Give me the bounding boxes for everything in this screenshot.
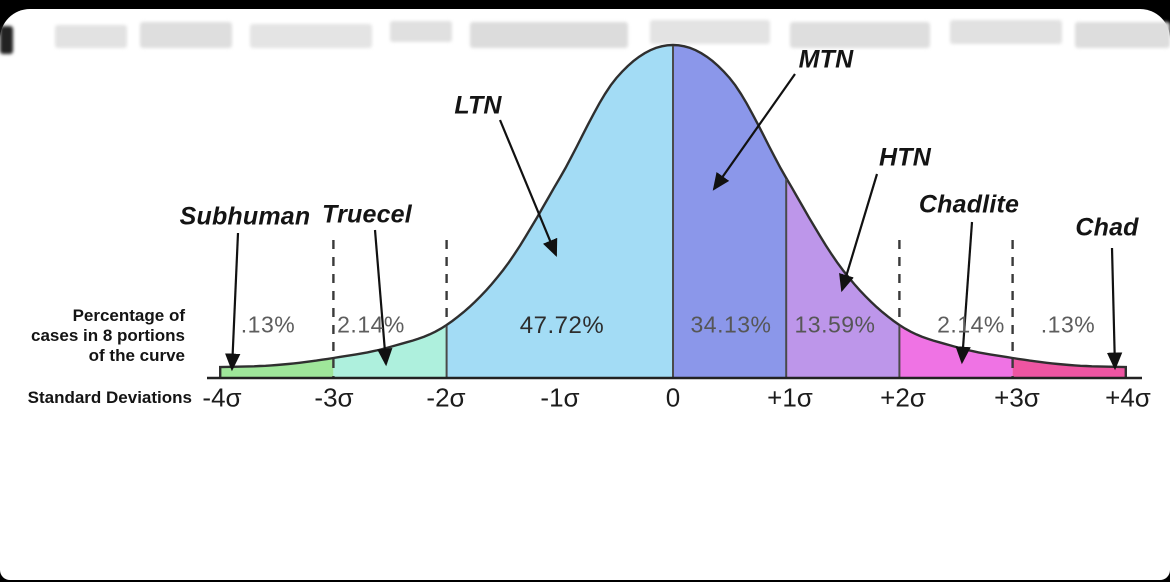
percent-label: 13.59% [794, 312, 875, 339]
percent-label: .13% [241, 312, 295, 339]
percent-label: 47.72% [520, 312, 604, 340]
percent-label: 2.14% [337, 312, 405, 339]
annotation-arrow [375, 230, 386, 364]
x-tick: +3σ [994, 383, 1040, 414]
annotation-arrow [842, 174, 877, 290]
annotation-arrow [962, 222, 972, 362]
annotation-arrow [232, 233, 238, 369]
axis-caption: Standard Deviations [25, 388, 192, 408]
annotation-htn: HTN [879, 144, 931, 173]
x-tick: -3σ [314, 383, 353, 414]
annotation-mtn: MTN [799, 46, 854, 75]
x-tick: +4σ [1105, 383, 1151, 414]
annotation-arrow [1112, 248, 1115, 368]
rows-caption: Percentage of cases in 8 portions of the… [22, 306, 185, 366]
x-tick: +2σ [880, 383, 926, 414]
x-tick: -4σ [202, 383, 241, 414]
x-tick: -2σ [426, 383, 465, 414]
percent-label: .13% [1041, 312, 1095, 339]
x-tick: 0 [666, 383, 680, 414]
annotation-truecel: Truecel [322, 201, 412, 230]
bell-curve-chart: Subhuman Truecel LTN MTN HTN Chadlite Ch… [0, 0, 1170, 582]
annotation-ltn: LTN [454, 92, 501, 121]
x-tick: +1σ [767, 383, 813, 414]
x-tick: -1σ [540, 383, 579, 414]
percent-label: 34.13% [690, 312, 771, 339]
annotation-subhuman: Subhuman [180, 203, 311, 232]
annotation-chad: Chad [1075, 214, 1138, 243]
distribution-curve-canvas [0, 0, 1170, 582]
annotation-chadlite: Chadlite [919, 191, 1019, 220]
percent-label: 2.14% [937, 312, 1005, 339]
